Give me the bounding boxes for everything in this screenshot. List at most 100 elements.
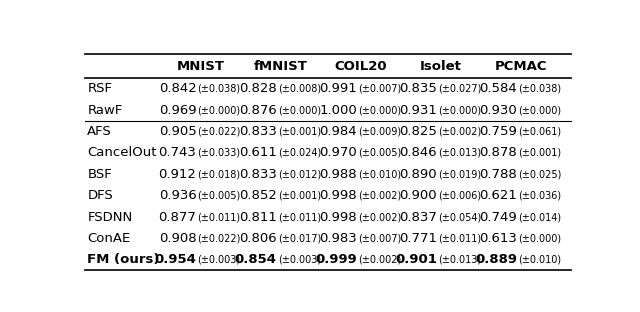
Text: 0.905: 0.905: [159, 125, 196, 138]
Text: fMNIST: fMNIST: [253, 60, 308, 73]
Text: 0.811: 0.811: [239, 211, 276, 223]
Text: 0.846: 0.846: [399, 146, 437, 159]
Text: (±0.061): (±0.061): [518, 126, 561, 136]
Text: 0.969: 0.969: [159, 104, 196, 117]
Text: 0.584: 0.584: [479, 82, 517, 95]
Text: (±0.001): (±0.001): [278, 126, 321, 136]
Text: 0.999: 0.999: [315, 253, 357, 266]
Text: 0.837: 0.837: [399, 211, 437, 223]
Text: FSDNN: FSDNN: [88, 211, 132, 223]
Text: PCMAC: PCMAC: [495, 60, 547, 73]
Text: 0.984: 0.984: [319, 125, 357, 138]
Text: (±0.011): (±0.011): [197, 212, 241, 222]
Text: 0.878: 0.878: [479, 146, 517, 159]
Text: (±0.013): (±0.013): [438, 255, 481, 265]
Text: MNIST: MNIST: [177, 60, 225, 73]
Text: (±0.003): (±0.003): [197, 255, 241, 265]
Text: (±0.008): (±0.008): [278, 84, 321, 94]
Text: 0.825: 0.825: [399, 125, 437, 138]
Text: 0.998: 0.998: [319, 211, 357, 223]
Text: 0.833: 0.833: [239, 168, 276, 181]
Text: (±0.024): (±0.024): [278, 148, 321, 158]
Text: 0.889: 0.889: [476, 253, 517, 266]
Text: 0.743: 0.743: [159, 146, 196, 159]
Text: 0.621: 0.621: [479, 189, 517, 202]
Text: DFS: DFS: [88, 189, 113, 202]
Text: (±0.006): (±0.006): [438, 191, 481, 201]
Text: (±0.003): (±0.003): [278, 255, 321, 265]
Text: 0.983: 0.983: [319, 232, 357, 245]
Text: (±0.000): (±0.000): [197, 105, 241, 115]
Text: 0.988: 0.988: [319, 168, 357, 181]
Text: (±0.007): (±0.007): [358, 233, 401, 243]
Text: Isolet: Isolet: [420, 60, 462, 73]
Text: (±0.022): (±0.022): [197, 233, 241, 243]
Text: 0.954: 0.954: [155, 253, 196, 266]
Text: (±0.002): (±0.002): [358, 255, 401, 265]
Text: (±0.022): (±0.022): [197, 126, 241, 136]
Text: (±0.005): (±0.005): [358, 148, 401, 158]
Text: (±0.025): (±0.025): [518, 169, 562, 179]
Text: 0.908: 0.908: [159, 232, 196, 245]
Text: 0.806: 0.806: [239, 232, 276, 245]
Text: (±0.000): (±0.000): [438, 105, 481, 115]
Text: (±0.027): (±0.027): [438, 84, 481, 94]
Text: 0.900: 0.900: [399, 189, 437, 202]
Text: BSF: BSF: [88, 168, 112, 181]
Text: 0.877: 0.877: [159, 211, 196, 223]
Text: (±0.017): (±0.017): [278, 233, 321, 243]
Text: 0.613: 0.613: [479, 232, 517, 245]
Text: (±0.002): (±0.002): [438, 126, 481, 136]
Text: 0.833: 0.833: [239, 125, 276, 138]
Text: 0.842: 0.842: [159, 82, 196, 95]
Text: 0.835: 0.835: [399, 82, 437, 95]
Text: (±0.054): (±0.054): [438, 212, 481, 222]
Text: 0.876: 0.876: [239, 104, 276, 117]
Text: CancelOut: CancelOut: [88, 146, 157, 159]
Text: (±0.036): (±0.036): [518, 191, 561, 201]
Text: 0.991: 0.991: [319, 82, 357, 95]
Text: (±0.014): (±0.014): [518, 212, 561, 222]
Text: (±0.005): (±0.005): [197, 191, 241, 201]
Text: 0.771: 0.771: [399, 232, 437, 245]
Text: 0.970: 0.970: [319, 146, 357, 159]
Text: (±0.011): (±0.011): [438, 233, 481, 243]
Text: (±0.000): (±0.000): [518, 105, 561, 115]
Text: (±0.007): (±0.007): [358, 84, 401, 94]
Text: 0.998: 0.998: [319, 189, 357, 202]
Text: (±0.019): (±0.019): [438, 169, 481, 179]
Text: 0.611: 0.611: [239, 146, 276, 159]
Text: 1.000: 1.000: [319, 104, 357, 117]
Text: RawF: RawF: [88, 104, 123, 117]
Text: 0.890: 0.890: [399, 168, 437, 181]
Text: (±0.002): (±0.002): [358, 191, 401, 201]
Text: (±0.009): (±0.009): [358, 126, 401, 136]
Text: (±0.001): (±0.001): [278, 191, 321, 201]
Text: AFS: AFS: [88, 125, 112, 138]
Text: ConAE: ConAE: [88, 232, 131, 245]
Text: (±0.038): (±0.038): [518, 84, 561, 94]
Text: (±0.010): (±0.010): [358, 169, 401, 179]
Text: COIL20: COIL20: [335, 60, 387, 73]
Text: FM (ours): FM (ours): [88, 253, 160, 266]
Text: (±0.010): (±0.010): [518, 255, 561, 265]
Text: (±0.002): (±0.002): [358, 212, 401, 222]
Text: (±0.000): (±0.000): [278, 105, 321, 115]
Text: (±0.033): (±0.033): [197, 148, 241, 158]
Text: (±0.001): (±0.001): [518, 148, 561, 158]
Text: 0.931: 0.931: [399, 104, 437, 117]
Text: (±0.013): (±0.013): [438, 148, 481, 158]
Text: (±0.012): (±0.012): [278, 169, 321, 179]
Text: 0.828: 0.828: [239, 82, 276, 95]
Text: 0.854: 0.854: [235, 253, 276, 266]
Text: RSF: RSF: [88, 82, 113, 95]
Text: 0.852: 0.852: [239, 189, 276, 202]
Text: 0.749: 0.749: [479, 211, 517, 223]
Text: 0.936: 0.936: [159, 189, 196, 202]
Text: (±0.018): (±0.018): [197, 169, 241, 179]
Text: 0.912: 0.912: [159, 168, 196, 181]
Text: (±0.000): (±0.000): [358, 105, 401, 115]
Text: 0.788: 0.788: [479, 168, 517, 181]
Text: 0.759: 0.759: [479, 125, 517, 138]
Text: (±0.038): (±0.038): [197, 84, 241, 94]
